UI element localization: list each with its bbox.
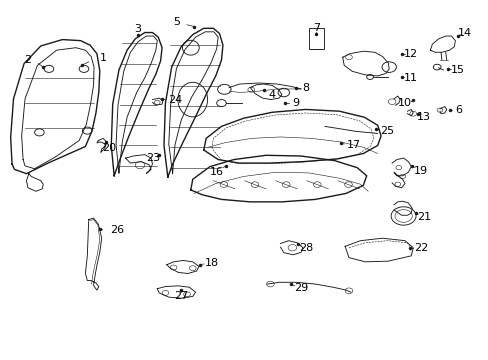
Text: 5: 5 xyxy=(173,17,180,27)
Text: 6: 6 xyxy=(455,105,462,115)
Text: 1: 1 xyxy=(100,53,106,63)
Text: 9: 9 xyxy=(292,98,299,108)
Text: 28: 28 xyxy=(298,243,312,253)
Bar xyxy=(308,28,323,49)
Text: 3: 3 xyxy=(134,24,142,34)
Text: 15: 15 xyxy=(450,65,464,75)
Text: 12: 12 xyxy=(404,49,417,59)
Text: 4: 4 xyxy=(268,90,275,100)
Text: 21: 21 xyxy=(416,212,430,222)
Text: 20: 20 xyxy=(102,143,116,153)
Text: 11: 11 xyxy=(404,73,417,84)
Text: 19: 19 xyxy=(413,166,427,176)
Text: 22: 22 xyxy=(413,243,427,253)
Text: 17: 17 xyxy=(346,140,360,150)
Text: 13: 13 xyxy=(416,112,430,122)
Text: 23: 23 xyxy=(146,153,160,163)
Text: 10: 10 xyxy=(397,98,411,108)
Text: 29: 29 xyxy=(293,283,307,293)
Text: 16: 16 xyxy=(209,167,223,177)
Text: 24: 24 xyxy=(167,95,182,104)
Text: 2: 2 xyxy=(24,55,31,65)
Text: 7: 7 xyxy=(312,23,319,33)
Text: 25: 25 xyxy=(380,126,393,136)
Text: 27: 27 xyxy=(174,291,188,301)
Text: 8: 8 xyxy=(302,82,309,93)
Text: 18: 18 xyxy=(204,258,219,268)
Text: 14: 14 xyxy=(457,27,471,37)
Text: 26: 26 xyxy=(110,225,124,235)
